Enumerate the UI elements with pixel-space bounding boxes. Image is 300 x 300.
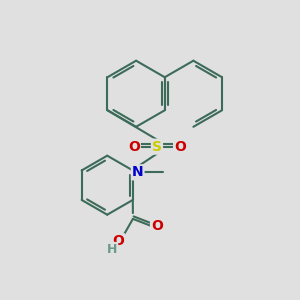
Text: O: O [174,140,186,154]
Text: H: H [107,243,117,256]
Text: O: O [151,219,163,233]
Text: O: O [112,234,124,248]
Text: O: O [128,140,140,154]
Text: N: N [132,165,143,179]
Text: S: S [152,140,162,154]
